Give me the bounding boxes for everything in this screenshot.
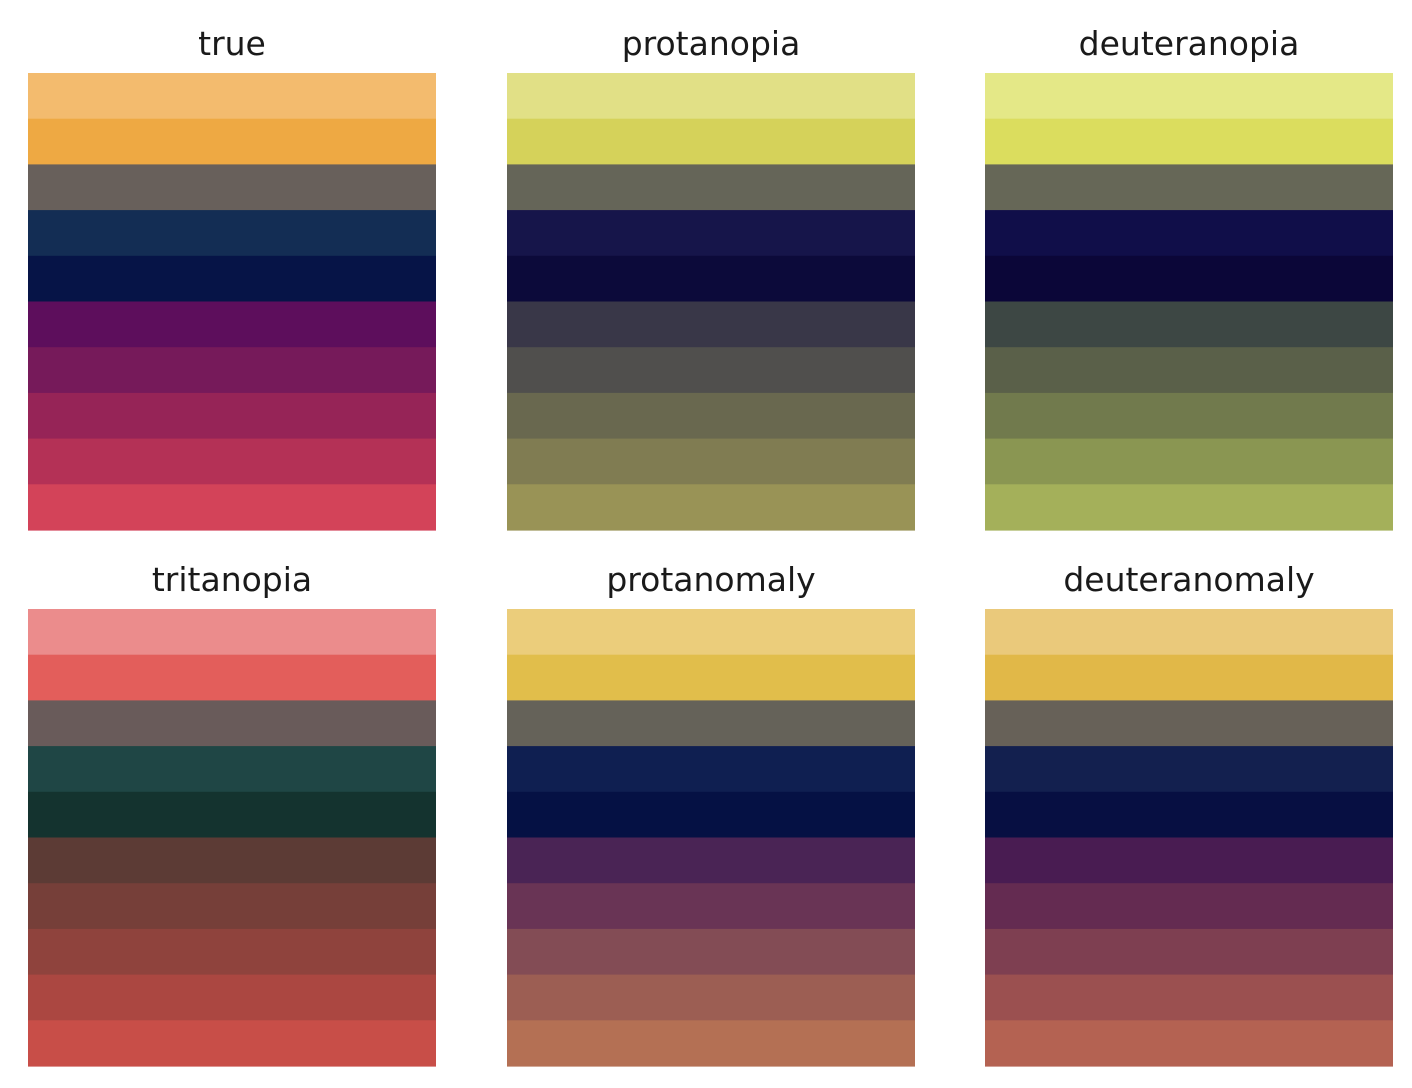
- color-band: [507, 392, 915, 440]
- color-band: [507, 746, 915, 793]
- panel-title: true: [198, 24, 266, 63]
- color-band: [507, 791, 915, 839]
- color-band: [28, 746, 436, 793]
- color-band: [985, 974, 1393, 1021]
- color-band: [507, 974, 915, 1021]
- color-band: [28, 301, 436, 348]
- color-band: [28, 255, 436, 303]
- panel-protanopia: protanopia: [507, 24, 915, 531]
- color-band: [507, 928, 915, 976]
- color-band: [985, 164, 1393, 211]
- color-band: [507, 73, 915, 120]
- color-band: [28, 654, 436, 701]
- color-band: [28, 791, 436, 839]
- color-band: [28, 1020, 436, 1067]
- color-band: [28, 73, 436, 120]
- color-band: [985, 73, 1393, 120]
- panel-deuteranomaly: deuteranomaly: [985, 560, 1393, 1067]
- color-band: [507, 484, 915, 531]
- panel-title: deuteranopia: [1079, 24, 1300, 63]
- color-band: [507, 654, 915, 701]
- color-band: [507, 347, 915, 394]
- color-band: [507, 837, 915, 884]
- color-band: [28, 883, 436, 930]
- color-band: [985, 255, 1393, 303]
- color-band: [507, 210, 915, 257]
- color-band: [507, 1020, 915, 1067]
- color-band: [28, 928, 436, 976]
- color-band: [507, 164, 915, 211]
- color-band: [985, 438, 1393, 485]
- color-band: [28, 164, 436, 211]
- color-band: [985, 347, 1393, 394]
- panel-deuteranopia: deuteranopia: [985, 24, 1393, 531]
- color-band: [985, 118, 1393, 165]
- color-band: [28, 837, 436, 884]
- color-band: [985, 301, 1393, 348]
- panel-protanomaly: protanomaly: [507, 560, 915, 1067]
- panel-title: tritanopia: [152, 560, 312, 599]
- color-band: [985, 746, 1393, 793]
- panel-tritanopia: tritanopia: [28, 560, 436, 1067]
- color-band: [507, 609, 915, 656]
- color-band: [985, 484, 1393, 531]
- color-band: [507, 438, 915, 485]
- color-band: [28, 484, 436, 531]
- color-band: [985, 210, 1393, 257]
- color-band: [28, 347, 436, 394]
- panel-true: true: [28, 24, 436, 531]
- color-band: [507, 883, 915, 930]
- color-band: [28, 210, 436, 257]
- color-band: [28, 392, 436, 440]
- color-band: [28, 438, 436, 485]
- color-band: [507, 700, 915, 747]
- color-band: [985, 837, 1393, 884]
- panel-title: protanopia: [622, 24, 801, 63]
- panel-title: deuteranomaly: [1063, 560, 1314, 599]
- color-band: [985, 654, 1393, 701]
- color-band: [985, 609, 1393, 656]
- color-band: [985, 928, 1393, 976]
- color-band: [28, 700, 436, 747]
- color-band: [985, 791, 1393, 839]
- color-band: [985, 1020, 1393, 1067]
- panel-title: protanomaly: [606, 560, 815, 599]
- color-band: [28, 974, 436, 1021]
- color-band: [507, 118, 915, 165]
- color-band: [985, 392, 1393, 440]
- color-band: [28, 609, 436, 656]
- color-band: [985, 700, 1393, 747]
- color-band: [28, 118, 436, 165]
- color-band: [507, 301, 915, 348]
- color-band: [507, 255, 915, 303]
- color-band: [985, 883, 1393, 930]
